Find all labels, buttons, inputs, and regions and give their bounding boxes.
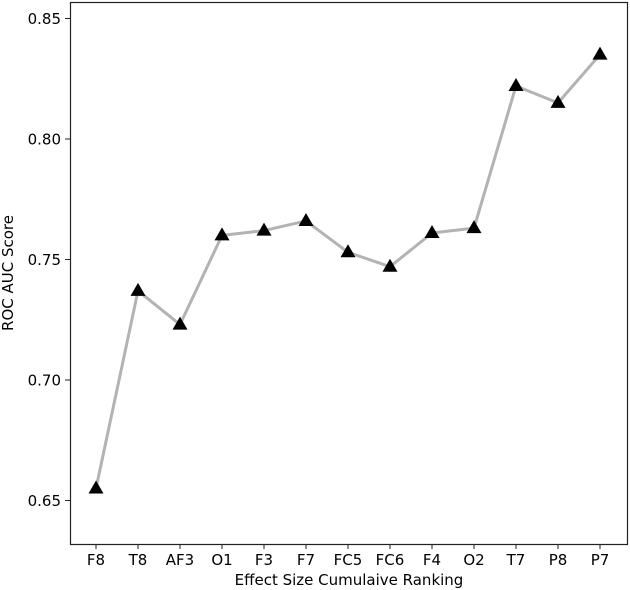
triangle-marker-icon — [256, 222, 272, 236]
x-tick-label: F7 — [297, 551, 315, 569]
x-tick-label: P7 — [591, 551, 610, 569]
series-line — [94, 53, 602, 489]
y-axis-label: ROC AUC Score — [0, 215, 17, 331]
x-tick-label: O2 — [463, 551, 484, 569]
x-tick-label: FC5 — [334, 551, 363, 569]
triangle-marker-icon — [340, 244, 356, 258]
triangle-marker-icon — [592, 46, 608, 60]
triangle-marker-icon — [130, 282, 146, 296]
y-axis: 0.65 0.70 0.75 0.80 0.85 — [28, 10, 70, 510]
x-tick-label: F3 — [255, 551, 273, 569]
y-tick-label: 0.70 — [28, 372, 61, 390]
triangle-marker-icon — [172, 316, 188, 330]
triangle-marker-icon — [424, 224, 440, 238]
x-tick-label: T8 — [128, 551, 148, 569]
data-markers — [88, 46, 608, 494]
x-tick-label: AF3 — [166, 551, 194, 569]
x-tick-label: O1 — [211, 551, 232, 569]
triangle-marker-icon — [508, 77, 524, 91]
y-tick-label: 0.80 — [28, 131, 61, 149]
triangle-marker-icon — [88, 480, 104, 494]
y-tick-label: 0.85 — [28, 10, 61, 28]
x-tick-label: F4 — [423, 551, 441, 569]
triangle-marker-icon — [466, 220, 482, 234]
y-tick-label: 0.75 — [28, 251, 61, 269]
triangle-marker-icon — [550, 94, 566, 108]
triangle-marker-icon — [382, 258, 398, 272]
x-axis-label: Effect Size Cumulaive Ranking — [235, 571, 464, 589]
x-axis: F8 T8 AF3 O1 F3 F7 FC5 FC6 F4 O2 T7 P8 P7 — [87, 544, 609, 569]
y-tick-label: 0.65 — [28, 492, 61, 510]
x-tick-label: F8 — [87, 551, 105, 569]
x-tick-label: FC6 — [376, 551, 405, 569]
triangle-marker-icon — [298, 212, 314, 226]
plot-frame — [69, 1, 629, 546]
x-tick-label: T7 — [506, 551, 526, 569]
triangle-marker-icon — [214, 227, 230, 241]
x-tick-label: P8 — [549, 551, 568, 569]
